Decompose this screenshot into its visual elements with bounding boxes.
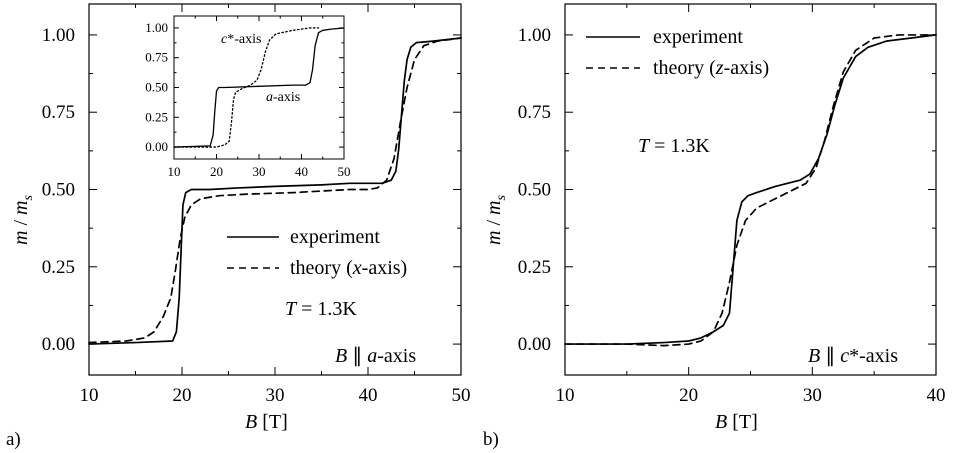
- panel-a-letter: a): [6, 429, 21, 450]
- x-tick-label: 30: [266, 385, 285, 406]
- panel-b-series: [564, 34, 937, 347]
- panel-a-ticks: 10 20 30 40 50 0.00 0.25 0.50 0.75 1.00: [42, 4, 471, 406]
- y-tick-label: 0.50: [145, 80, 168, 95]
- y-tick-label: 1.00: [145, 20, 168, 35]
- legend-theory-label: theory (z-axis): [653, 57, 769, 79]
- y-tick-label: 1.00: [42, 25, 75, 46]
- panel-b: 10 20 30 40 0.00 0.25 0.50 0.75 1.00 experiment …: [483, 3, 946, 450]
- legend-experiment-label: experiment: [653, 26, 743, 48]
- y-tick-label: 1.00: [518, 25, 551, 46]
- legend-theory-label: theory (x-axis): [290, 257, 407, 279]
- x-tick-label: 40: [927, 385, 946, 406]
- series-experiment: [564, 34, 937, 345]
- panel-b-temperature: T = 1.3K: [638, 135, 710, 157]
- inset-label-c-axis: c*-axis: [221, 32, 261, 47]
- x-tick-label: 10: [168, 164, 181, 179]
- inset-label-a-axis: a-axis: [266, 90, 300, 105]
- x-tick-label: 20: [210, 164, 223, 179]
- series-c-axis: [173, 27, 320, 148]
- x-tick-label: 20: [173, 385, 192, 406]
- y-tick-label: 0.00: [42, 334, 75, 355]
- panel-a-field-direction: B ∥ a-axis: [335, 345, 416, 367]
- x-tick-label: 50: [338, 164, 351, 179]
- series-experiment: [88, 37, 462, 345]
- x-tick-label: 30: [253, 164, 266, 179]
- x-tick-label: 40: [359, 385, 378, 406]
- y-tick-label: 0.25: [42, 257, 75, 278]
- panel-b-ylabel: m / ms: [483, 194, 509, 244]
- x-tick-label: 10: [80, 385, 99, 406]
- panel-b-letter: b): [483, 429, 499, 450]
- x-tick-label: 40: [295, 164, 308, 179]
- y-tick-label: 0.50: [42, 180, 75, 201]
- panel-b-xlabel: B [T]: [715, 411, 758, 433]
- panel-a-temperature: T = 1.3K: [285, 298, 357, 320]
- y-tick-label: 0.50: [518, 180, 551, 201]
- panel-b-legend: experiment theory (z-axis): [586, 26, 769, 79]
- x-tick-label: 50: [452, 385, 471, 406]
- y-tick-label: 0.00: [518, 334, 551, 355]
- y-tick-label: 0.25: [145, 109, 168, 124]
- panel-b-field-direction: B ∥ c*-axis: [808, 345, 898, 367]
- x-tick-label: 10: [556, 385, 575, 406]
- panel-a-inset: 10 20 30 40 50 0.00 0.25 0.50 0.75 1.00 c*-axis a…: [145, 15, 351, 179]
- panel-a-series: [88, 37, 462, 345]
- panel-a: 10 20 30 40 50 0.00 0.25 0.50 0.75 1.00 10 20 30 40 5…: [6, 3, 471, 450]
- inset-series: [173, 27, 345, 148]
- legend-experiment-label: experiment: [290, 226, 380, 248]
- y-tick-label: 0.25: [518, 257, 551, 278]
- y-tick-label: 0.75: [518, 102, 551, 123]
- x-tick-label: 30: [803, 385, 822, 406]
- inset-ticks: 10 20 30 40 50 0.00 0.25 0.50 0.75 1.00: [145, 16, 351, 179]
- x-tick-label: 20: [679, 385, 698, 406]
- series-theory-z-axis: [564, 34, 937, 347]
- panel-a-legend: experiment theory (x-axis): [227, 226, 407, 279]
- y-tick-label: 0.75: [42, 102, 75, 123]
- panel-a-ylabel: m / ms: [10, 194, 36, 244]
- series-theory-x-axis: [88, 37, 462, 344]
- panel-a-xlabel: B [T]: [245, 411, 288, 433]
- y-tick-label: 0.75: [145, 50, 168, 65]
- series-a-axis: [173, 27, 345, 148]
- y-tick-label: 0.00: [145, 139, 168, 154]
